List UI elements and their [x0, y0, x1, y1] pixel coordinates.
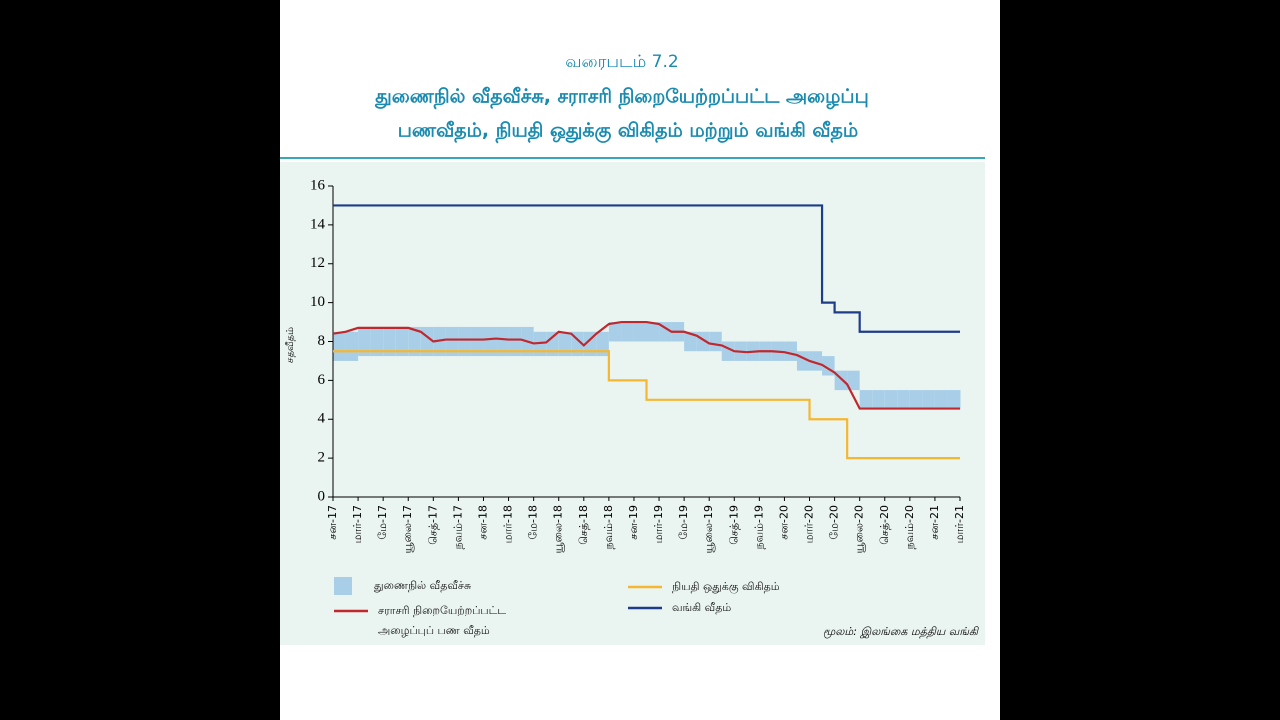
y-tick-label: 12: [310, 255, 325, 271]
corridor-band: [333, 331, 346, 361]
chart-title: துணைநில் வீதவீச்சு, சராசரி நிறையேற்றப்பட…: [374, 86, 868, 110]
corridor-band: [558, 331, 572, 357]
y-axis-label: சதவீதம்: [285, 327, 296, 363]
corridor-band: [784, 341, 797, 361]
corridor-band: [621, 322, 634, 342]
corridor-band: [872, 390, 885, 410]
corridor-band: [445, 326, 459, 357]
corridor-band: [546, 331, 559, 357]
corridor-band: [859, 390, 873, 410]
y-tick-label: 2: [318, 450, 326, 466]
corridor-band: [709, 331, 722, 352]
legend-symbol: [334, 577, 352, 595]
legend-label: வங்கி வீதம்: [672, 601, 732, 614]
x-tick-label: நவம்-20: [903, 505, 916, 549]
legend-label: சராசரி நிறையேற்றப்பட்ட அழைப்புப் பண வீதம…: [378, 604, 507, 637]
y-tick-label: 4: [318, 411, 326, 427]
corridor-band: [470, 326, 484, 357]
x-tick-label: சன-18: [476, 505, 489, 540]
corridor-band: [922, 390, 935, 410]
y-tick-label: 6: [318, 372, 326, 388]
corridor-band: [596, 331, 609, 357]
y-tick-label: 14: [310, 216, 326, 232]
x-tick-label: மே-18: [527, 505, 540, 540]
x-tick-label: யூலை-18: [552, 505, 565, 553]
series-line: [333, 204, 960, 333]
legend-label: துணைநில் வீதவீச்சு: [374, 579, 472, 592]
x-tick-label: நவம்-19: [752, 505, 765, 549]
y-tick-label: 16: [310, 177, 326, 193]
corridor-band: [809, 351, 823, 371]
corridor-band: [345, 331, 359, 361]
x-tick-label: செத்-19: [727, 505, 740, 545]
chart-title: பணவீதம், நியதி ஒதுக்கு விகிதம் மற்றும் வ…: [398, 120, 858, 144]
x-tick-label: சன-20: [777, 505, 790, 540]
x-tick-label: யூலை-17: [401, 505, 414, 553]
corridor-band: [684, 331, 697, 352]
y-tick-label: 0: [318, 488, 326, 504]
corridor-band: [897, 390, 910, 410]
corridor-band: [358, 326, 371, 357]
figure-label: வரைபடம் 7.2: [565, 52, 678, 72]
corridor-band: [408, 326, 421, 357]
x-tick-label: சன-17: [326, 505, 339, 540]
x-tick-label: செத்-20: [878, 505, 891, 545]
series-line: [332, 320, 960, 410]
corridor-band: [370, 326, 384, 357]
corridor-band: [960, 390, 961, 410]
corridor-band: [909, 390, 923, 410]
corridor-band: [947, 390, 960, 410]
y-tick-label: 8: [318, 333, 326, 349]
corridor-band: [508, 326, 522, 357]
corridor-band: [383, 326, 396, 357]
x-tick-label: நவம்-18: [602, 505, 615, 549]
legend-label: நியதி ஒதுக்கு விகிதம்: [672, 580, 780, 593]
x-tick-label: மார்-18: [502, 505, 515, 543]
corridor-band: [847, 370, 860, 391]
corridor-band: [496, 326, 509, 357]
x-tick-label: மார்-20: [803, 505, 816, 543]
x-tick-label: மே-19: [677, 505, 690, 540]
corridor-band: [646, 322, 660, 342]
x-tick-label: யூலை-20: [853, 505, 866, 553]
x-tick-label: மார்-21: [953, 505, 966, 543]
x-tick-label: மே-20: [828, 505, 841, 540]
x-tick-label: செத்-18: [577, 505, 590, 545]
corridor-band: [884, 390, 898, 410]
corridor-band: [608, 322, 622, 342]
corridor-band: [395, 326, 409, 357]
x-tick-label: யூலை-19: [702, 505, 715, 553]
x-tick-label: நவம்-17: [451, 505, 464, 549]
x-tick-label: சன-21: [928, 505, 941, 540]
x-tick-label: மார்-19: [652, 505, 665, 543]
corridor-band: [934, 390, 948, 410]
corridor-band: [633, 322, 647, 342]
source: மூலம்: இலங்கை மத்திய வங்கி: [823, 625, 979, 639]
series-line: [333, 350, 960, 460]
y-tick-label: 10: [310, 294, 325, 310]
x-tick-label: மே-17: [376, 505, 389, 540]
x-tick-label: செத்-17: [426, 505, 439, 545]
corridor-band: [458, 326, 471, 357]
x-tick-label: சன-19: [627, 505, 640, 540]
x-tick-label: மார்-17: [351, 505, 364, 543]
corridor-band: [483, 326, 497, 357]
